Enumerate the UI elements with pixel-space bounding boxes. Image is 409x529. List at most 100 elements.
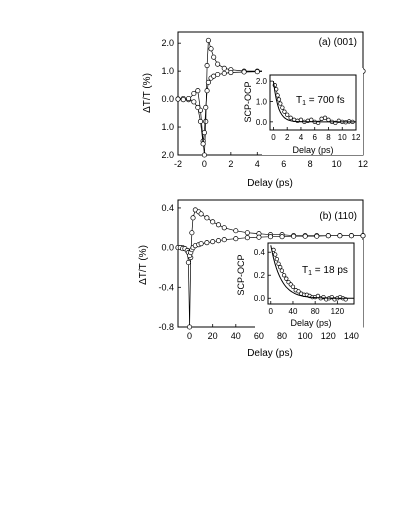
panel-a-inset-x-ticks: 0 2 4 6 8 10 12 xyxy=(271,127,361,142)
panel-a-inset-bg xyxy=(262,68,363,155)
panel-b-inset-series xyxy=(270,245,354,302)
panel-a-inset-data-point xyxy=(326,117,331,122)
panel-a-inset-frame xyxy=(269,74,357,131)
panel-b-series-2-point xyxy=(210,239,216,245)
panel-b-inset-x-ticks: 0 40 80 120 xyxy=(269,301,345,316)
y-tick-label: 1.0 xyxy=(256,97,268,106)
y-tick-label: 1.0 xyxy=(161,66,174,76)
panel-b-series-1-point xyxy=(204,215,210,221)
panel-a-inset-annotation: T1 = 700 fs xyxy=(296,95,345,107)
x-tick-label: 12 xyxy=(352,133,361,142)
panel-b-series-2-point xyxy=(244,235,250,241)
panel-b-series-2-point xyxy=(221,237,227,243)
panel-a-series-1-point xyxy=(203,118,209,125)
panel-b-series-2-point xyxy=(325,233,331,239)
panel-a-series-1-point xyxy=(211,54,217,60)
y-tick-label: 2.0 xyxy=(256,77,268,86)
panel-b-inset-data-point xyxy=(273,252,278,257)
panel-a-series-1-point xyxy=(208,46,214,52)
x-tick-label: 100 xyxy=(298,331,313,341)
panel-b-inset-frame xyxy=(267,242,355,305)
y-tick-label: -0.4 xyxy=(158,282,174,292)
panel-a-y-ticks: 2.0 1.0 0.0 1.0 2.0 xyxy=(161,38,181,160)
x-tick-label: 120 xyxy=(331,307,345,316)
panel-a-title: (a) (001) xyxy=(319,37,357,48)
panel-a-series-1-point xyxy=(195,88,201,94)
panel-a-series-1-point xyxy=(215,61,221,67)
x-tick-label: 12 xyxy=(358,159,368,169)
panel-a-xlabel: Delay (ps) xyxy=(247,178,293,189)
y-tick-label: 1.0 xyxy=(161,122,174,132)
x-tick-label: 40 xyxy=(231,331,241,341)
x-tick-label: 8 xyxy=(326,133,331,142)
panel-a-series-2-point xyxy=(204,88,210,94)
panel-b-inset-data-point xyxy=(281,273,287,278)
y-tick-label: 0.0 xyxy=(161,243,174,253)
x-tick-label: 20 xyxy=(208,331,218,341)
panel-a-inset-xlabel: Delay (ps) xyxy=(292,145,333,155)
panel-b-series-2-point xyxy=(337,233,343,239)
panel-b-series-1-point xyxy=(221,225,227,231)
panel-b-inset-data-point xyxy=(279,268,285,273)
x-tick-label: 80 xyxy=(311,307,320,316)
panel-a-series-1-point xyxy=(205,37,211,43)
panel-b-series-2-point xyxy=(291,233,297,239)
panel-b-inset-y-ticks: 0.0 0.2 0.4 xyxy=(254,248,271,303)
x-tick-label: 4 xyxy=(299,133,304,142)
panel-a-series-2-point xyxy=(215,71,221,78)
y-tick-label: 0.4 xyxy=(161,203,174,213)
x-tick-label: 6 xyxy=(312,133,317,142)
panel-a-series-2-point xyxy=(191,99,197,105)
panel-b-series-1-point xyxy=(210,219,216,225)
panel-a-inset-data-point xyxy=(280,105,285,110)
panel-a-series-2-point xyxy=(197,118,204,125)
panel-b-inset-data-point xyxy=(276,261,281,266)
x-tick-label: 10 xyxy=(338,133,347,142)
panel-b-inset: SCP-OCP Delay (ps) T1 = 18 ps 0 40 80 120 0… xyxy=(236,240,363,328)
panel-b-series-1-point xyxy=(190,215,196,221)
panel-b-inset-fit-line xyxy=(270,245,354,299)
panel-b-ylabel: ΔT/T (%) xyxy=(138,245,149,285)
panel-b-inset-data-point xyxy=(274,256,280,262)
x-tick-label: 40 xyxy=(289,307,298,316)
x-tick-label: 10 xyxy=(332,159,342,169)
panel-b-inset-data-point xyxy=(296,289,301,294)
panel-a-series-1-point xyxy=(191,90,197,97)
panel-b-title: (b) (110) xyxy=(319,211,357,222)
x-tick-label: 2 xyxy=(285,133,290,142)
panel-b-series-1-point xyxy=(185,259,191,266)
panel-b-series-1-point xyxy=(187,324,193,330)
panel-a-series-2-point xyxy=(201,130,207,136)
panel-b-series-1-point xyxy=(189,230,195,236)
y-tick-label: 0.0 xyxy=(256,118,268,127)
x-tick-label: 60 xyxy=(254,331,264,341)
x-tick-label: 6 xyxy=(281,159,286,169)
y-tick-label: 0.2 xyxy=(254,271,266,280)
y-tick-label: -0.8 xyxy=(158,322,174,332)
y-tick-label: 0.0 xyxy=(254,294,266,303)
panel-b-series-2-point xyxy=(302,233,308,239)
panel-a-series-2-point xyxy=(221,70,227,76)
panel-a-inset-data-point xyxy=(319,116,324,121)
x-tick-label: 8 xyxy=(308,159,313,169)
panel-b-inset-data-point xyxy=(284,276,289,281)
panel-a-inset: SCP-OCP Delay (ps) T1 = 700 fs 0 2 4 6 8 10 12… xyxy=(243,68,363,155)
y-tick-label: 2.0 xyxy=(161,38,174,48)
x-tick-label: 80 xyxy=(277,331,287,341)
panel-b-series-2-point xyxy=(314,233,320,239)
panel-b-series-1-point xyxy=(198,211,204,217)
panel-b-series-2-point xyxy=(348,233,354,239)
panel-a-series-2-point xyxy=(186,95,192,102)
y-tick-label: 2.0 xyxy=(161,150,174,160)
panel-b-series-2-point xyxy=(198,241,204,247)
panel-a-inset-data-point xyxy=(288,115,293,120)
panel-a-inset-data-point xyxy=(309,117,314,122)
x-tick-label: 0 xyxy=(187,331,192,341)
panel-a-series-2-point xyxy=(175,96,181,102)
y-tick-label: 0.4 xyxy=(254,248,266,257)
panel-b: (b) (110) ΔT/T (%) Delay (ps) 0 20 40 60 80 1… xyxy=(138,199,366,359)
x-tick-label: 140 xyxy=(344,331,359,341)
panel-a-inset-y-ticks: 0.0 1.0 2.0 xyxy=(256,77,273,127)
panel-b-inset-data-point xyxy=(278,265,283,270)
x-tick-label: 120 xyxy=(321,331,336,341)
